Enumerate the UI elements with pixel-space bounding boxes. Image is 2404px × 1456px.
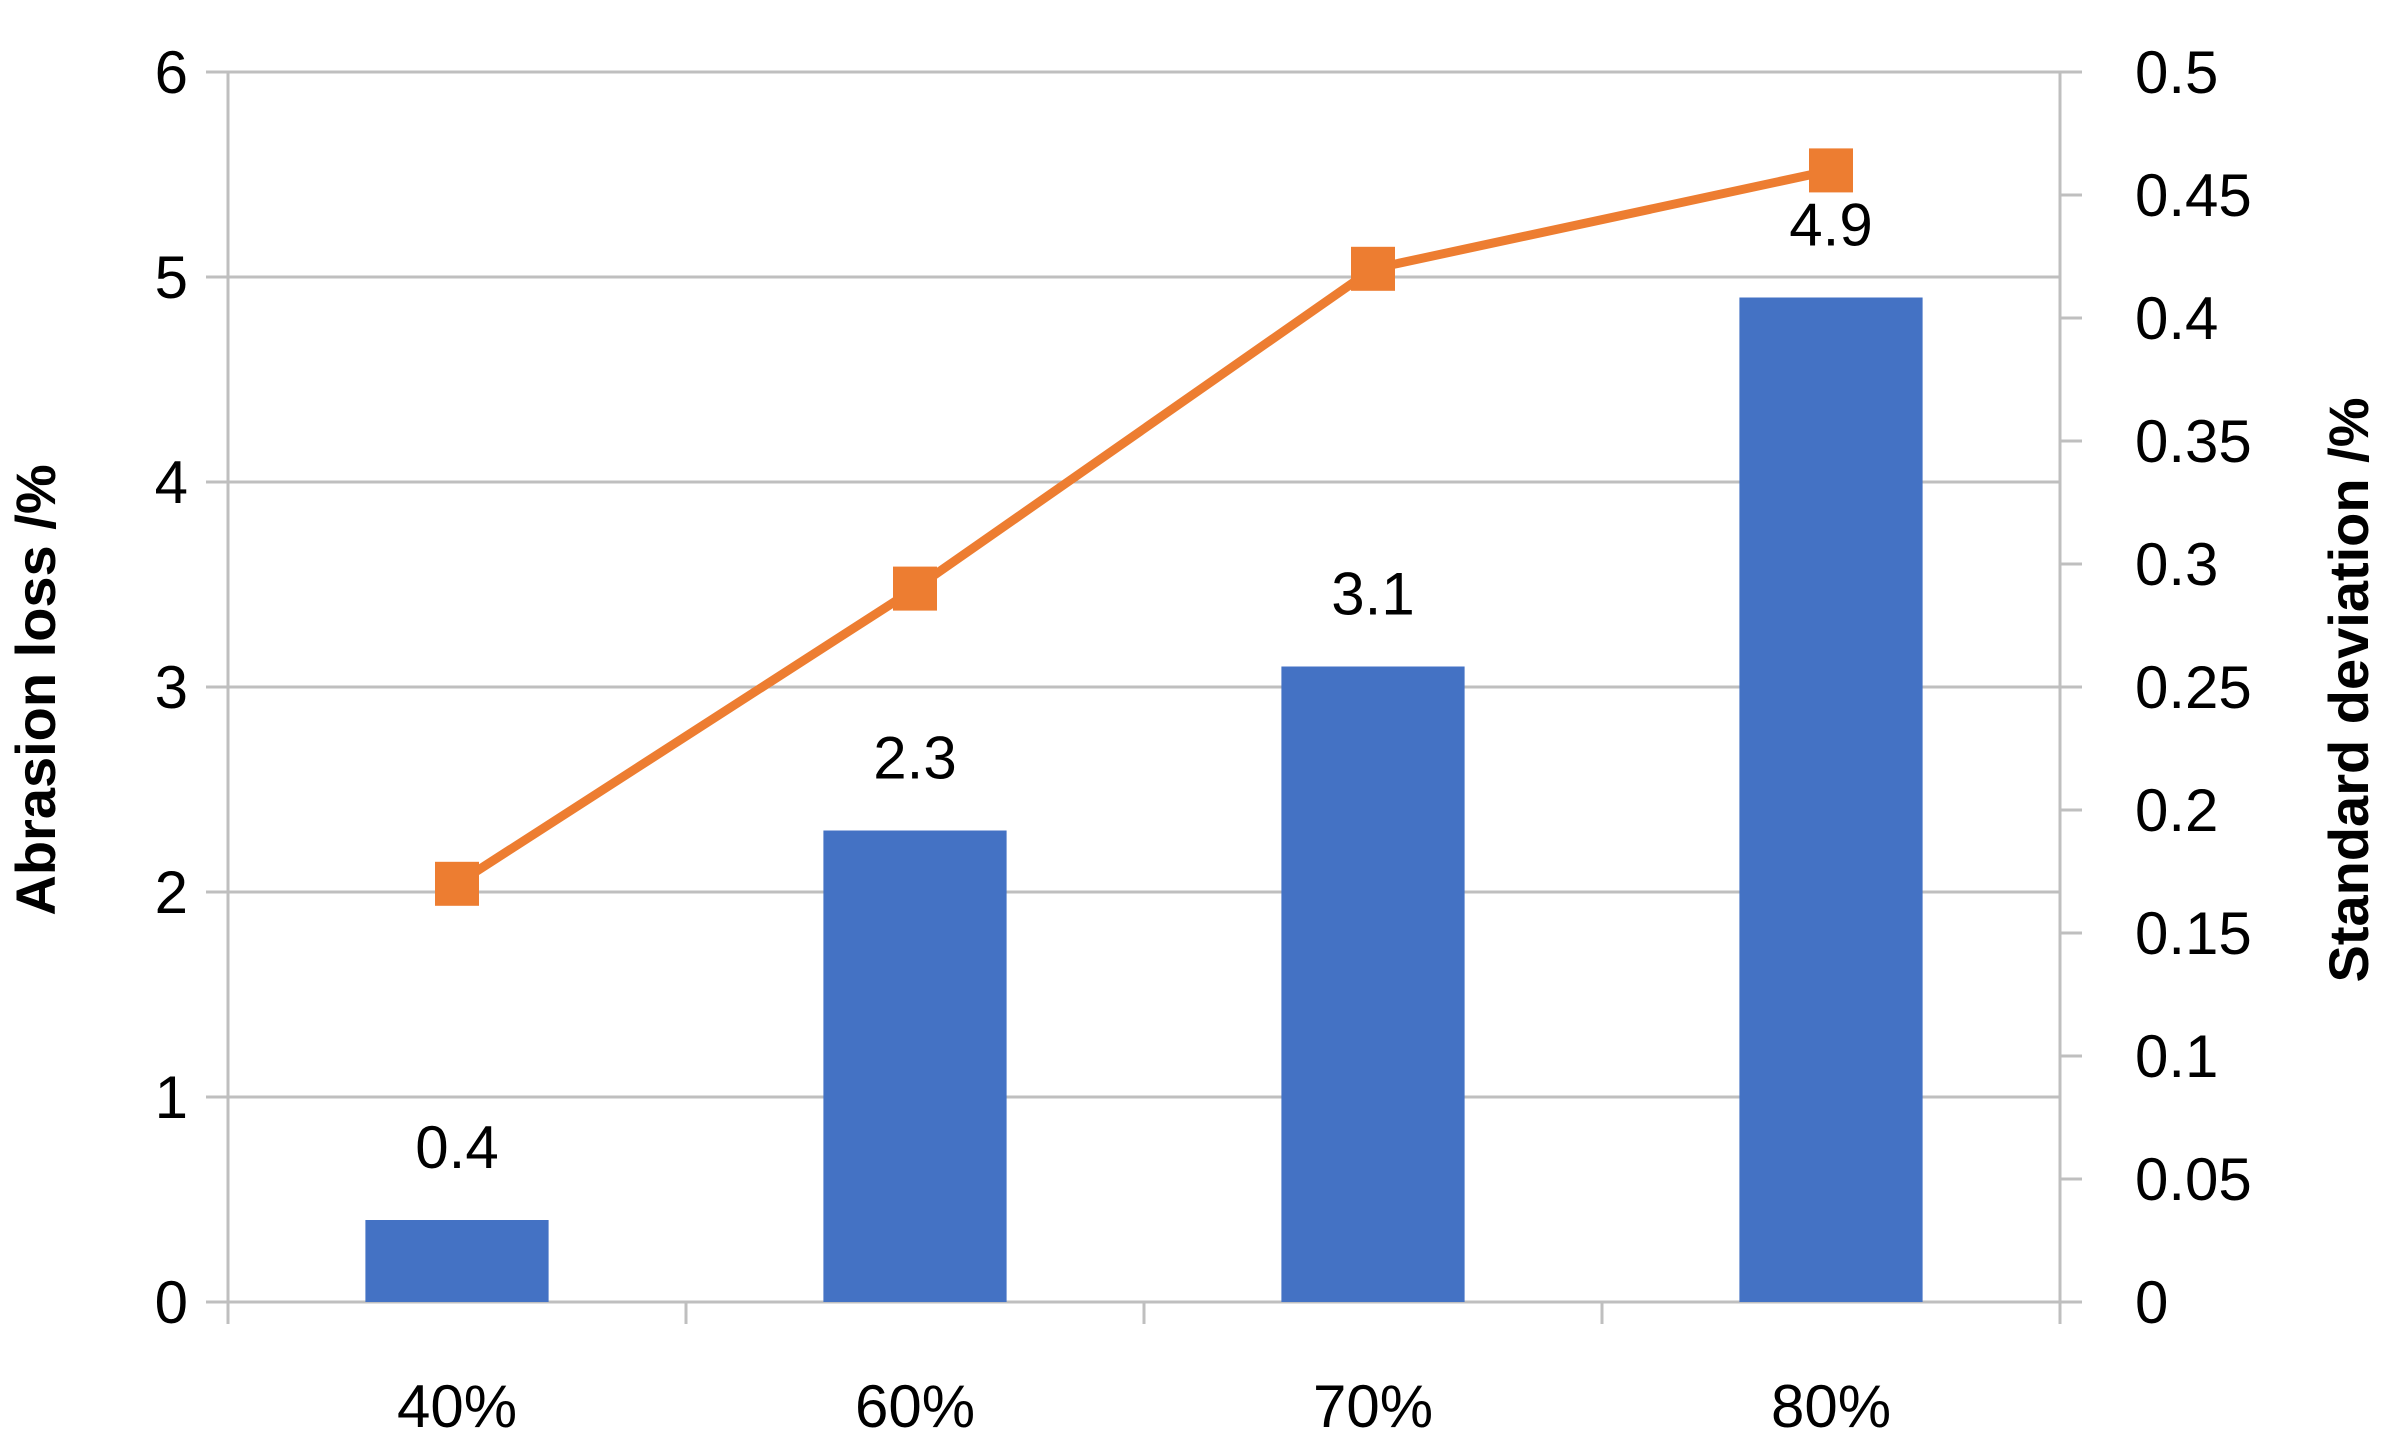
y-tick-label: 1 [155, 1064, 188, 1131]
bar-40% [365, 1220, 549, 1302]
y-axis-title: Abrasion loss /% [4, 464, 67, 915]
y-tick-label: 5 [155, 244, 188, 311]
bar-70% [1281, 666, 1465, 1302]
y-tick-label: 6 [155, 39, 188, 106]
bar-data-label: 3.1 [1331, 561, 1414, 628]
y2-tick-label: 0.25 [2135, 654, 2252, 721]
bar-80% [1739, 297, 1923, 1302]
line-series [435, 148, 1853, 906]
x-tick-label: 40% [397, 1373, 517, 1440]
std-dev-line [452, 165, 1836, 889]
y2-tick-label: 0.45 [2135, 162, 2252, 229]
y2-tick-label: 0.1 [2135, 1023, 2218, 1090]
line-marker-40% [435, 861, 479, 906]
y2-tick-label: 0 [2135, 1269, 2168, 1336]
bar-data-label: 0.4 [415, 1114, 498, 1181]
bar-data-label: 4.9 [1789, 192, 1872, 259]
y-tick-label: 2 [155, 859, 188, 926]
y-tick-label: 4 [155, 449, 188, 516]
y2-tick-label: 0.15 [2135, 900, 2252, 967]
y2-tick-label: 0.4 [2135, 285, 2218, 352]
y2-tick-label: 0.3 [2135, 531, 2218, 598]
y2-tick-label: 0.35 [2135, 408, 2252, 475]
y-tick-label: 3 [155, 654, 188, 721]
y-tick-label: 0 [155, 1269, 188, 1336]
line-marker-60% [893, 566, 937, 611]
line-marker-80% [1809, 148, 1853, 193]
line-marker-70% [1351, 246, 1395, 291]
y2-tick-label: 0.5 [2135, 39, 2218, 106]
y2-tick-label: 0.2 [2135, 777, 2218, 844]
labels: 0 1 2 3 4 5 6 0 0.05 0.1 0.15 0.2 0.25 0.3 0.35 0.4 0.45… [155, 39, 2252, 1440]
bar-series [365, 297, 1923, 1302]
y2-axis-title: Standard deviation /% [2317, 398, 2380, 983]
x-tick-label: 70% [1313, 1373, 1433, 1440]
x-tick-label: 80% [1771, 1373, 1891, 1440]
x-tick-label: 60% [855, 1373, 975, 1440]
y2-tick-label: 0.05 [2135, 1146, 2252, 1213]
bar-60% [823, 830, 1007, 1302]
bar-data-label: 2.3 [873, 725, 956, 792]
